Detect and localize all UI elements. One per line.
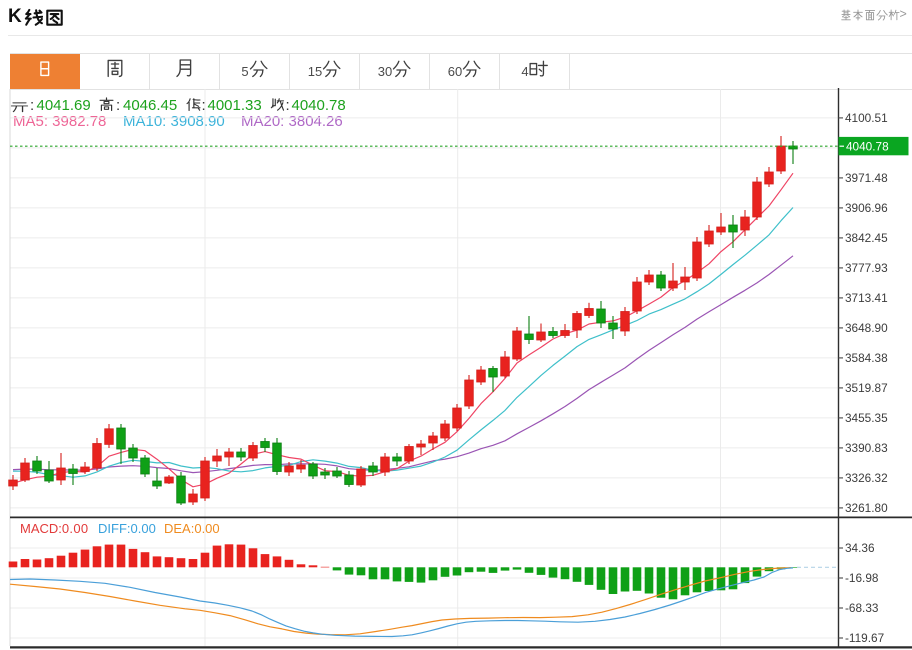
svg-text:-16.98: -16.98	[845, 571, 879, 585]
svg-text:4040.78: 4040.78	[846, 140, 889, 154]
svg-text:3390.83: 3390.83	[845, 441, 888, 455]
svg-text:-68.33: -68.33	[845, 601, 879, 615]
svg-text:34.36: 34.36	[845, 541, 875, 555]
svg-text:3842.45: 3842.45	[845, 231, 888, 245]
svg-text:4100.51: 4100.51	[845, 111, 888, 125]
svg-text:3906.96: 3906.96	[845, 201, 888, 215]
svg-text:3261.80: 3261.80	[845, 501, 888, 515]
svg-text:3777.93: 3777.93	[845, 261, 888, 275]
svg-text:3326.32: 3326.32	[845, 471, 888, 485]
svg-text:3713.41: 3713.41	[845, 291, 888, 305]
svg-text:-119.67: -119.67	[845, 631, 884, 645]
svg-text:3971.48: 3971.48	[845, 171, 888, 185]
svg-text:3584.38: 3584.38	[845, 351, 888, 365]
svg-text:3519.87: 3519.87	[845, 381, 888, 395]
svg-text:3648.90: 3648.90	[845, 321, 888, 335]
svg-text:3455.35: 3455.35	[845, 411, 888, 425]
